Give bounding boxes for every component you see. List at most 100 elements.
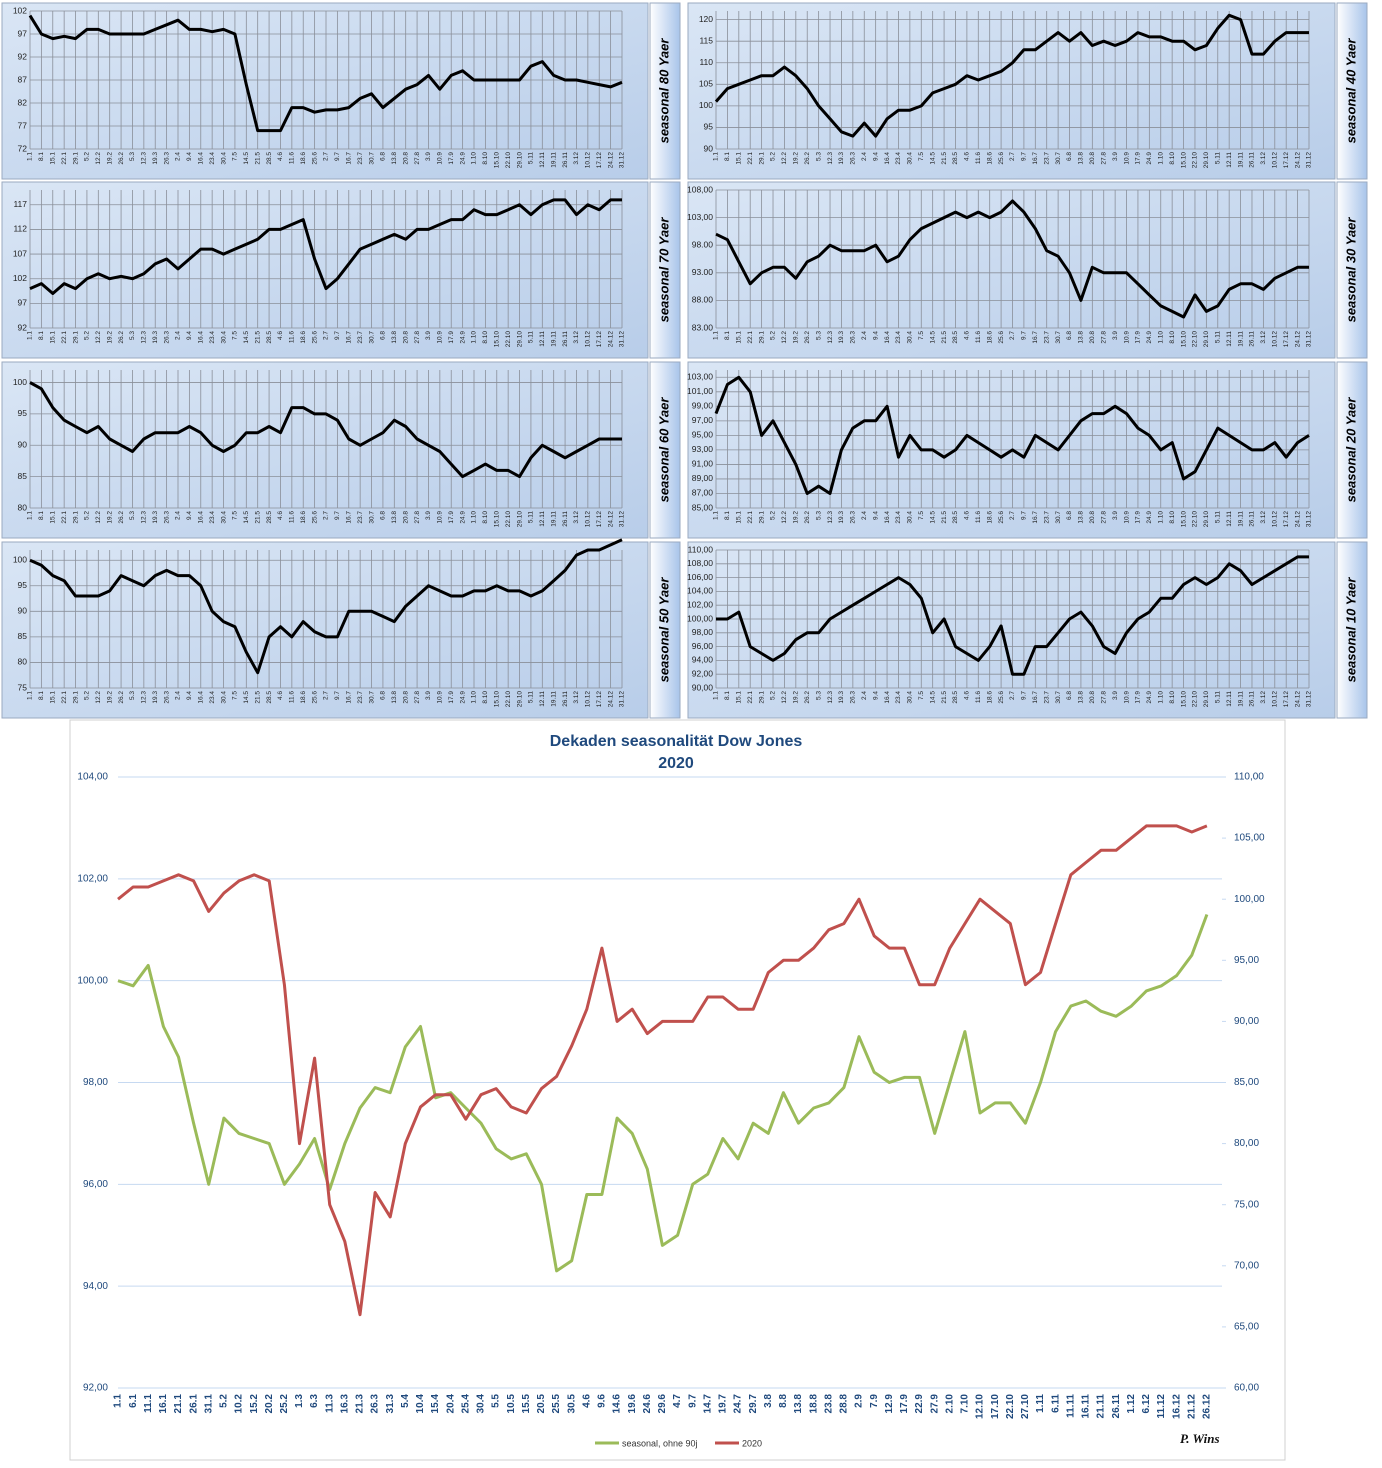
- x-tick-label: 19.11: [550, 152, 557, 168]
- x-tick-label: 21.5: [941, 152, 948, 165]
- x-tick-label: 4.7: [672, 1394, 683, 1408]
- x-tick-label: 11.6: [975, 331, 982, 344]
- x-tick-label: 13.8: [1078, 511, 1085, 524]
- x-tick-label: 24.12: [1294, 691, 1301, 708]
- x-tick-label: 2.4: [861, 152, 868, 161]
- x-tick-label: 1.1: [27, 152, 34, 161]
- x-tick-label: 5.3: [815, 152, 822, 161]
- x-tick-label: 15.10: [493, 152, 500, 169]
- x-tick-label: 9.4: [872, 331, 879, 340]
- x-tick-label: 19.3: [838, 152, 845, 165]
- x-tick-label: 3.12: [573, 331, 580, 344]
- x-tick-label: 22.10: [505, 152, 512, 169]
- x-tick-label: 2.4: [175, 152, 182, 161]
- y-tick-label: 89,00: [692, 473, 714, 483]
- x-tick-label: 28.5: [266, 331, 273, 344]
- x-tick-label: 30.4: [220, 152, 227, 165]
- x-tick-label: 24.12: [607, 511, 614, 528]
- x-tick-label: 9.4: [186, 691, 193, 700]
- x-tick-label: 16.4: [197, 691, 204, 704]
- x-tick-label: 17.9: [1135, 331, 1142, 344]
- y-tick-label: 80: [18, 502, 28, 512]
- x-tick-label: 8.1: [724, 331, 731, 340]
- y-tick-label: 102,00: [687, 599, 713, 609]
- x-tick-label: 12.2: [95, 152, 102, 165]
- x-tick-label: 26.11: [562, 152, 569, 168]
- x-tick-label: 1.10: [471, 152, 478, 165]
- x-tick-label: 14.7: [702, 1394, 713, 1414]
- label-box: [1336, 361, 1368, 539]
- x-tick-label: 15.10: [493, 331, 500, 348]
- x-tick-label: 16.7: [1032, 331, 1039, 344]
- y-tick-label: 117: [13, 199, 27, 209]
- x-tick-label: 15.1: [49, 331, 56, 344]
- x-tick-label: 22.9: [914, 1394, 925, 1414]
- x-tick-label: 12.3: [827, 331, 834, 344]
- y2-tick-label: 85,00: [1234, 1077, 1259, 1088]
- x-tick-label: 5.2: [84, 511, 91, 520]
- x-tick-label: 30.4: [220, 331, 227, 344]
- y-tick-label: 103,00: [687, 372, 713, 382]
- y-tick-label: 102: [13, 273, 27, 283]
- x-tick-label: 27.9: [929, 1394, 940, 1414]
- x-tick-label: 23.7: [357, 691, 364, 704]
- x-tick-label: 15.4: [430, 1394, 441, 1414]
- y-tick-label: 104,00: [687, 586, 713, 596]
- x-tick-label: 3.9: [1112, 331, 1119, 340]
- x-tick-label: 8.10: [482, 691, 489, 704]
- x-tick-label: 6.8: [1066, 152, 1073, 161]
- x-tick-label: 7.5: [918, 331, 925, 340]
- x-tick-label: 8.8: [778, 1394, 789, 1408]
- x-tick-label: 1.3: [294, 1394, 305, 1408]
- x-tick-label: 26.3: [163, 691, 170, 704]
- label-box: [1336, 2, 1368, 180]
- x-tick-label: 15.5: [521, 1394, 532, 1414]
- x-tick-label: 12.2: [781, 511, 788, 524]
- x-tick-label: 29.10: [1203, 511, 1210, 528]
- x-tick-label: 12.3: [141, 691, 148, 704]
- x-tick-label: 14.5: [243, 691, 250, 704]
- x-tick-label: 27.8: [414, 691, 421, 704]
- x-tick-label: 16.1: [158, 1394, 169, 1414]
- x-tick-label: 15.10: [493, 691, 500, 708]
- x-tick-label: 15.1: [736, 691, 743, 704]
- y-tick-label: 96,00: [83, 1179, 108, 1190]
- y-tick-label: 100,00: [687, 613, 713, 623]
- x-tick-label: 13.8: [391, 152, 398, 165]
- x-tick-label: 10.12: [585, 152, 592, 169]
- x-tick-label: 26.11: [1249, 511, 1256, 527]
- x-tick-label: 24.12: [1294, 331, 1301, 348]
- label-box: [1336, 541, 1368, 719]
- x-tick-label: 26.11: [1249, 331, 1256, 347]
- x-tick-label: 24.12: [607, 152, 614, 169]
- x-tick-label: 19.2: [793, 152, 800, 165]
- y2-tick-label: 70,00: [1234, 1260, 1259, 1271]
- x-tick-label: 1.1: [27, 691, 34, 700]
- y2-tick-label: 65,00: [1234, 1322, 1259, 1333]
- x-tick-label: 29.10: [516, 331, 523, 348]
- x-tick-label: 13.8: [1078, 152, 1085, 165]
- x-tick-label: 30.4: [476, 1394, 487, 1414]
- y-tick-label: 108,00: [687, 184, 713, 194]
- y-tick-label: 115: [699, 35, 713, 45]
- x-tick-label: 8.1: [724, 691, 731, 700]
- series-line: [117, 913, 1209, 1273]
- x-tick-label: 11.6: [975, 511, 982, 524]
- x-tick-label: 30.7: [368, 511, 375, 524]
- x-tick-label: 18.6: [300, 331, 307, 344]
- x-tick-label: 23.4: [895, 511, 902, 524]
- x-tick-label: 6.11: [1050, 1394, 1061, 1413]
- x-tick-label: 3.9: [1112, 152, 1119, 161]
- x-tick-label: 20.8: [1089, 152, 1096, 165]
- x-tick-label: 5.3: [815, 331, 822, 340]
- x-tick-label: 30.7: [368, 691, 375, 704]
- panel-title: seasonal 60 Yaer: [656, 397, 671, 503]
- y-tick-label: 112: [13, 224, 27, 234]
- x-tick-label: 22.10: [505, 331, 512, 348]
- x-tick-label: 16.7: [1032, 511, 1039, 524]
- x-tick-label: 30.7: [1055, 152, 1062, 165]
- x-tick-label: 24.9: [459, 152, 466, 165]
- x-tick-label: 19.2: [106, 331, 113, 344]
- x-tick-label: 10.4: [415, 1394, 426, 1414]
- x-tick-label: 8.10: [482, 152, 489, 165]
